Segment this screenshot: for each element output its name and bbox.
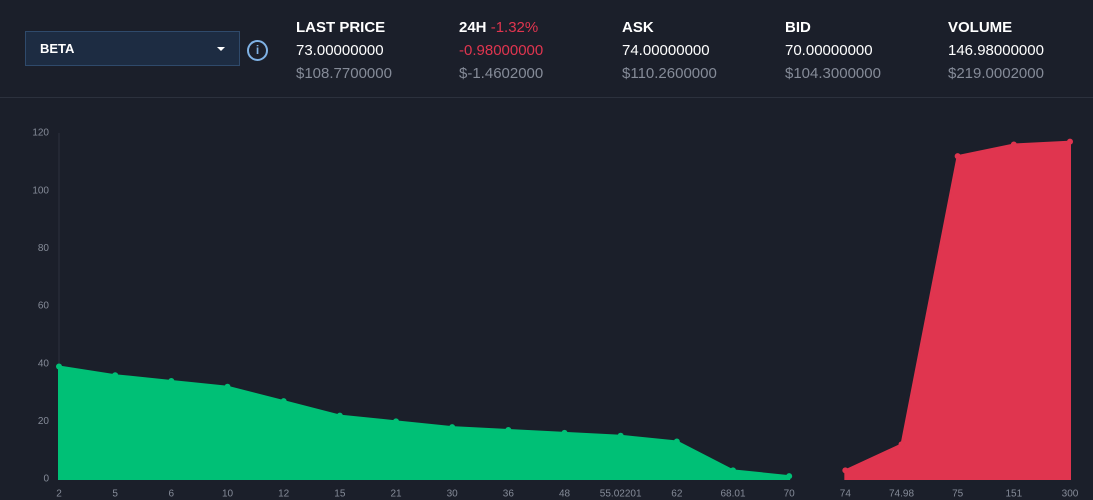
- stat-label: ASK: [622, 16, 717, 39]
- stat-usd: $110.2600000: [622, 65, 717, 82]
- y-tick-label: 60: [38, 301, 50, 312]
- x-tick-label: 48: [559, 489, 571, 500]
- stat-value: 70.00000000: [785, 42, 873, 59]
- stat-label: LAST PRICE: [296, 16, 392, 39]
- stat: LAST PRICE 73.00000000 $108.7700000: [296, 16, 392, 85]
- stat-usd: $108.7700000: [296, 65, 392, 82]
- stat-label-text: BID: [785, 19, 811, 36]
- stat-label-text: 24H: [459, 19, 487, 36]
- depth-point: [561, 429, 568, 436]
- stat-value: 73.00000000: [296, 42, 384, 59]
- stat: BID 70.00000000 $104.3000000: [785, 16, 881, 85]
- depth-point: [112, 372, 119, 379]
- depth-point: [336, 412, 343, 419]
- x-tick-label: 151: [1005, 489, 1022, 500]
- x-tick-label: 68.01: [720, 489, 745, 500]
- depth-area: [844, 140, 1071, 480]
- stat: 24H -1.32% -0.98000000 $-1.4602000: [459, 16, 543, 85]
- stat-value: -0.98000000: [459, 42, 544, 59]
- depth-point: [505, 426, 512, 433]
- y-tick-label: 120: [32, 128, 49, 139]
- depth-point: [730, 467, 736, 474]
- market-select[interactable]: BETA: [25, 31, 240, 66]
- stat-usd: $-1.4602000: [459, 65, 544, 82]
- stat-label: BID: [785, 16, 881, 39]
- x-tick-label: 55.02201: [600, 489, 642, 500]
- depth-point: [1067, 138, 1073, 145]
- depth-point: [898, 441, 905, 448]
- stat: ASK 74.00000000 $110.2600000: [622, 16, 717, 85]
- x-tick-label: 15: [334, 489, 346, 500]
- stat-label: 24H -1.32%: [459, 16, 543, 39]
- x-tick-label: 2: [56, 489, 62, 500]
- x-tick-label: 74.98: [889, 489, 914, 500]
- x-tick-label: 70: [784, 489, 796, 500]
- y-tick-label: 0: [43, 474, 49, 485]
- depth-point: [954, 153, 961, 160]
- depth-point: [56, 363, 62, 370]
- depth-point: [842, 467, 849, 474]
- y-tick-label: 20: [38, 416, 50, 427]
- stat: VOLUME 146.98000000 $219.0002000: [948, 16, 1044, 85]
- depth-point: [168, 377, 175, 384]
- stat-usd: $104.3000000: [785, 65, 881, 82]
- header: BETA i LAST PRICE 73.00000000 $108.7700000…: [0, 0, 1093, 98]
- depth-area: [58, 365, 791, 480]
- depth-point: [280, 398, 287, 405]
- x-tick-label: 36: [503, 489, 515, 500]
- market-name: BETA: [40, 41, 75, 56]
- depth-chart: 0 20 40 60 80 100 120 2 5 6 10 12 15 21 30 36 48 55.02201…: [32, 128, 1079, 500]
- depth-point: [617, 432, 624, 439]
- x-tick-label: 74: [840, 489, 852, 500]
- depth-point: [1010, 141, 1017, 148]
- x-tick-label: 30: [447, 489, 459, 500]
- x-tick-label: 21: [390, 489, 402, 500]
- x-tick-label: 300: [1062, 489, 1079, 500]
- y-tick-label: 100: [32, 185, 49, 196]
- stat-value: 146.98000000: [948, 42, 1044, 59]
- x-tick-label: 5: [112, 489, 118, 500]
- x-tick-label: 75: [952, 489, 964, 500]
- stat-label-text: LAST PRICE: [296, 19, 386, 36]
- y-tick-label: 80: [38, 243, 50, 254]
- x-tick-label: 62: [671, 489, 683, 500]
- depth-point: [786, 473, 793, 480]
- depth-point: [449, 424, 456, 431]
- stat-usd: $219.0002000: [948, 65, 1044, 82]
- depth-point: [224, 383, 231, 390]
- stat-value: 74.00000000: [622, 42, 710, 59]
- caret: [217, 47, 225, 51]
- x-tick-label: 10: [222, 489, 234, 500]
- x-tick-label: 12: [278, 489, 290, 500]
- stat-label: VOLUME: [948, 16, 1044, 39]
- x-tick-label: 6: [169, 489, 175, 500]
- stat-label-text: VOLUME: [948, 19, 1013, 36]
- y-tick-label: 40: [38, 358, 50, 369]
- info-icon[interactable]: i: [247, 40, 268, 61]
- stat-change: -1.32%: [490, 19, 539, 36]
- depth-point: [673, 438, 680, 445]
- stat-label-text: ASK: [622, 19, 654, 36]
- depth-point: [393, 418, 399, 425]
